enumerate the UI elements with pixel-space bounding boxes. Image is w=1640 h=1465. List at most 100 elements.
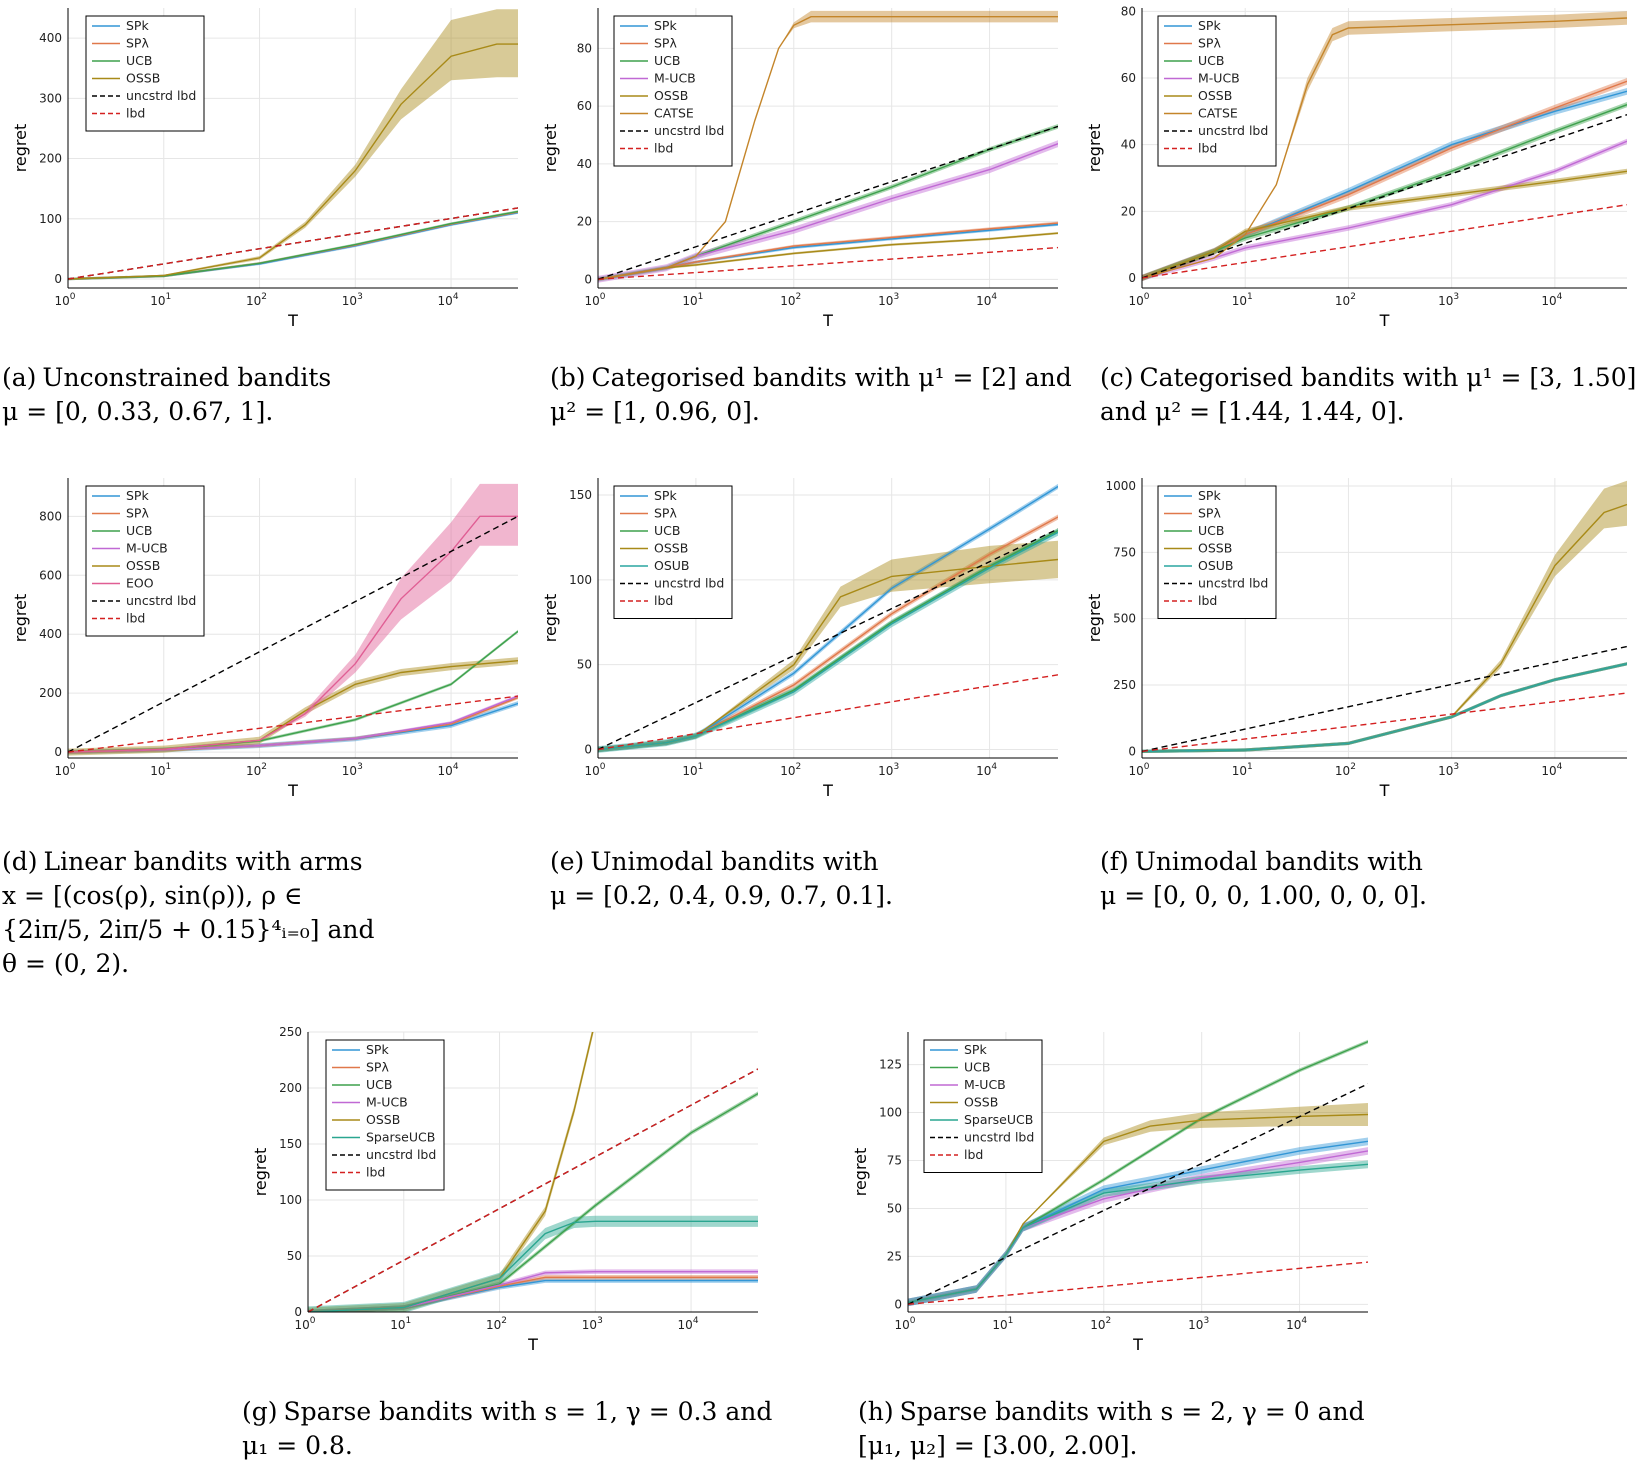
x-axis-title: T	[822, 311, 833, 330]
series-line-CATSE	[1142, 17, 1627, 279]
x-tick-label: 102	[486, 1316, 507, 1332]
y-tick-label: 80	[1121, 4, 1136, 18]
legend-label: uncstrd lbd	[654, 123, 724, 138]
legend-label: OSUB	[1198, 558, 1234, 573]
x-tick-label: 102	[246, 292, 267, 308]
legend-label: M-UCB	[1198, 71, 1240, 86]
y-tick-label: 500	[1113, 612, 1136, 626]
y-tick-label: 125	[879, 1058, 902, 1072]
caption-d: (d) Linear bandits with arms x = [(cos(ρ)…	[2, 845, 532, 981]
legend-label: uncstrd lbd	[1198, 123, 1268, 138]
caption-a-line-2: μ = [0, 0.33, 0.67, 1].	[2, 397, 274, 426]
y-tick-label: 200	[39, 686, 62, 700]
legend-label: OSSB	[126, 558, 160, 573]
legend-label: SPk	[366, 1042, 389, 1057]
band-OSSB	[68, 9, 518, 279]
y-axis-title: regret	[251, 1148, 270, 1197]
y-tick-label: 60	[577, 99, 592, 113]
series-line-SP-	[1142, 663, 1627, 753]
x-axis-title: T	[287, 781, 298, 800]
caption-c-line-2: and μ² = [1.44, 1.44, 0].	[1100, 397, 1405, 426]
x-tick-label: 102	[780, 292, 801, 308]
chart-d: 100 101 102 103 1040200400600800TregretSPkSP…	[11, 478, 518, 800]
y-axis-title: regret	[541, 594, 560, 643]
series-line-uncstrd-lbd	[598, 125, 1058, 280]
plot-area-h	[908, 1039, 1368, 1307]
caption-h-label: (h)	[858, 1397, 894, 1426]
caption-d-line-1: Linear bandits with arms	[43, 847, 363, 876]
legend-label: lbd	[1198, 141, 1217, 156]
caption-d-line-2: x = [(cos(ρ), sin(ρ)), ρ ∈	[2, 881, 303, 910]
legend-label: UCB	[964, 1060, 990, 1075]
legend-label: uncstrd lbd	[654, 576, 724, 591]
y-tick-label: 0	[1128, 744, 1136, 758]
series-line-lbd	[308, 1068, 758, 1312]
legend-box	[613, 485, 733, 619]
legend-label: UCB	[126, 53, 152, 68]
series-line-EOO	[68, 515, 518, 753]
x-tick-label: 100	[1128, 292, 1149, 308]
legend-label: SPλ	[126, 36, 149, 51]
y-tick-label: 250	[1113, 678, 1136, 692]
legend-label: EOO	[126, 576, 154, 591]
x-tick-label: 101	[682, 292, 703, 308]
series-line-UCB	[68, 630, 518, 753]
x-tick-label: 101	[682, 762, 703, 778]
caption-f-line-2: μ = [0, 0, 0, 1.00, 0, 0, 0].	[1100, 881, 1428, 910]
legend-label: SPk	[126, 488, 149, 503]
x-tick-label: 103	[1188, 1316, 1209, 1332]
caption-d-line-4: θ = (0, 2).	[2, 949, 130, 978]
y-tick-label: 200	[279, 1081, 302, 1095]
x-tick-label: 104	[1541, 762, 1562, 778]
x-tick-label: 103	[582, 1316, 603, 1332]
band-OSSB	[308, 1032, 594, 1312]
legend-label: UCB	[654, 523, 680, 538]
caption-a-label: (a)	[2, 363, 37, 392]
band-UCB	[68, 210, 518, 281]
caption-c-line-1: Categorised bandits with μ¹ = [3, 1.50]	[1139, 363, 1637, 392]
series-line-lbd	[598, 674, 1058, 751]
x-tick-label: 101	[150, 762, 171, 778]
chart-f: 100 101 102 103 10402505007501000TregretSPkS…	[1085, 478, 1627, 800]
legend-label: SPλ	[654, 36, 677, 51]
legend-label: SPk	[1198, 18, 1221, 33]
plot-area-g	[308, 1032, 758, 1312]
x-axis-title: T	[1379, 311, 1390, 330]
band-OSSB	[598, 540, 1058, 750]
grid-e	[597, 478, 1058, 758]
y-tick-label: 100	[39, 212, 62, 226]
legend-box	[1157, 485, 1277, 619]
caption-a: (a) Unconstrained bandits μ = [0, 0.33, 0…	[2, 361, 532, 429]
y-tick-label: 20	[1121, 204, 1136, 218]
series-line-lbd	[598, 246, 1058, 280]
caption-e: (e) Unimodal bandits with μ = [0.2, 0.4, …	[550, 845, 1085, 913]
x-tick-label: 104	[1541, 292, 1562, 308]
y-tick-label: 50	[287, 1249, 302, 1263]
x-tick-label: 102	[1335, 762, 1356, 778]
band-EOO	[68, 483, 518, 753]
x-tick-label: 104	[976, 292, 997, 308]
band-SPk	[1142, 662, 1627, 753]
legend-label: OSSB	[366, 1112, 400, 1127]
chart-g: 100 101 102 103 104050100150200250TregretSPk…	[251, 1025, 758, 1354]
caption-b-line-2: μ² = [1, 0.96, 0].	[550, 397, 760, 426]
legend-label: uncstrd lbd	[964, 1130, 1034, 1145]
series-line-lbd	[68, 207, 518, 280]
series-line-SP-	[68, 211, 518, 280]
y-tick-label: 400	[39, 31, 62, 45]
y-axis-title: regret	[1085, 124, 1104, 173]
y-tick-label: 0	[294, 1305, 302, 1319]
series-line-SparseUCB	[908, 1163, 1368, 1304]
plot-area-b	[598, 10, 1058, 283]
series-line-lbd	[908, 1261, 1368, 1305]
y-axis-title: regret	[851, 1148, 870, 1197]
y-tick-label: 250	[279, 1025, 302, 1039]
legend-e: SPk SPλ UCB OSSB OSUB uncstrd lbd lbd	[613, 485, 733, 619]
band-SP-	[1142, 662, 1627, 753]
legend-box	[85, 15, 205, 132]
x-tick-label: 103	[1438, 292, 1459, 308]
legend-label: OSSB	[654, 541, 688, 556]
legend-label: SPλ	[1198, 36, 1221, 51]
